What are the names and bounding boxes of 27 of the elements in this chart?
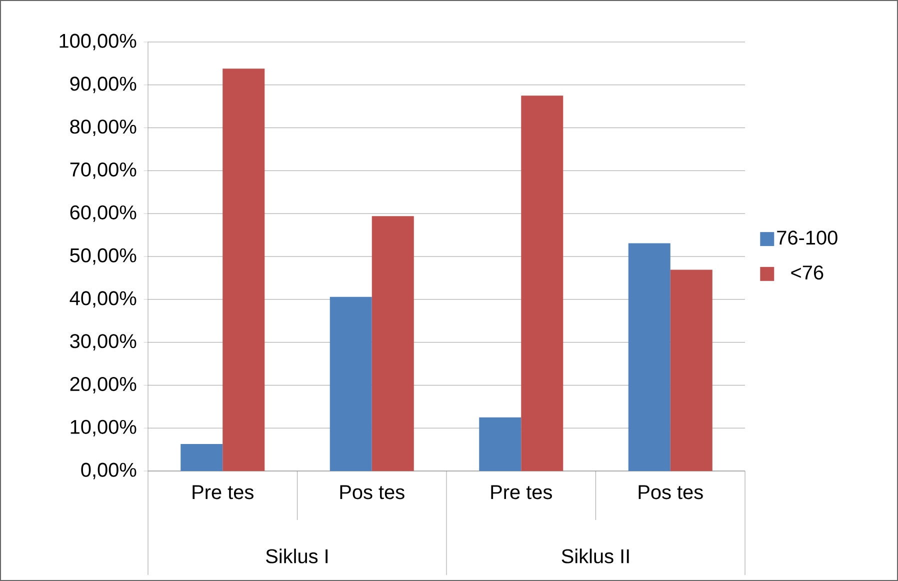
x-tick-label: Pos tes [340,485,404,500]
legend-label: <76 [791,265,824,280]
y-tick-label: 40,00% [70,291,136,308]
bar [670,270,712,471]
y-tick-label: 80,00% [70,120,136,136]
bar [180,444,223,471]
y-tick-label: 20,00% [70,376,136,394]
y-tick-label: 50,00% [70,248,136,265]
bar [628,243,670,471]
y-tick-label: 60,00% [70,205,136,222]
y-tick-label: 70,00% [70,162,136,179]
bar [479,417,522,471]
x-tick-label: Pre tes [491,485,552,500]
y-tick-label: 100,00% [60,34,136,50]
bar [521,96,564,471]
bar [372,216,414,471]
legend-label: 76-100 [777,230,838,245]
bar [330,296,372,471]
y-tick-label: 0,00% [81,462,136,480]
bar [222,68,265,471]
y-tick-label: 30,00% [70,334,136,351]
x-tick-label: Pre tes [192,485,254,500]
text: Siklus II [562,548,629,564]
y-tick-label: 90,00% [70,76,136,94]
y-tick-label: 10,00% [70,420,136,436]
text: Siklus I [266,548,328,564]
x-tick-label: Pos tes [638,485,703,500]
